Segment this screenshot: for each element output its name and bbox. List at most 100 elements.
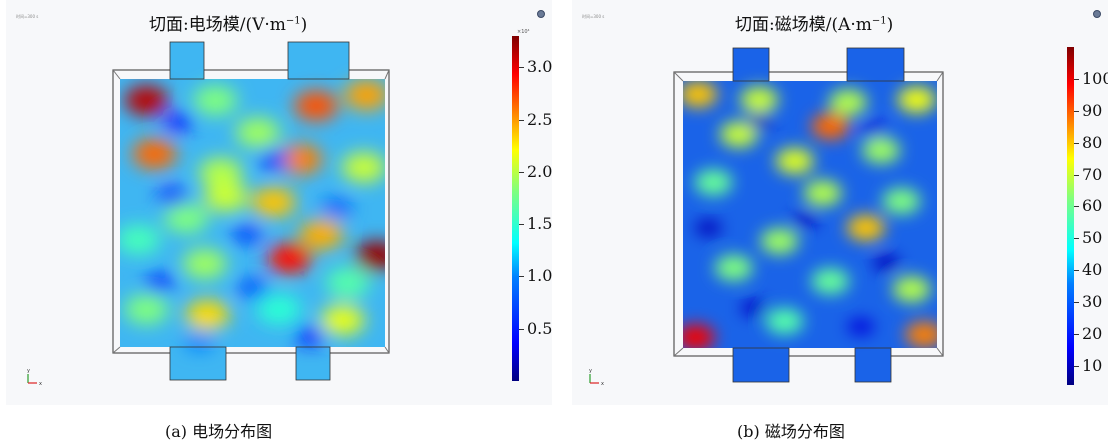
- colorbar-tick-label: 60: [1082, 196, 1102, 215]
- colorbar-tick-label: 2.5: [527, 110, 552, 129]
- colorbar-tick-label: 100: [1082, 69, 1108, 88]
- field-hotspot: [811, 268, 849, 294]
- colorbar-tick-mark: [1074, 366, 1079, 367]
- colorbar-tick-mark: [519, 172, 524, 173]
- field-hotspot: [117, 225, 161, 255]
- axis-triad: yx: [27, 368, 42, 387]
- caption-b: (b) 磁场分布图: [737, 418, 845, 442]
- colorbar: [1067, 47, 1074, 385]
- field-hotspot: [342, 152, 386, 182]
- field-low: [237, 279, 268, 297]
- field-hotspot: [766, 308, 804, 334]
- field-low: [792, 212, 819, 228]
- field-hotspot: [677, 324, 715, 350]
- field-low: [741, 300, 768, 316]
- field-hotspot: [344, 80, 388, 110]
- field-hotspot: [893, 276, 931, 302]
- colorbar-tick-label: 70: [1082, 165, 1102, 184]
- svg-text:y: y: [589, 368, 592, 374]
- colorbar-tick-mark: [1074, 79, 1079, 80]
- colorbar-tick-mark: [519, 67, 524, 68]
- field-low: [322, 199, 353, 217]
- field-hotspot: [125, 294, 169, 324]
- field-low: [144, 274, 175, 292]
- colorbar-tick-label: 40: [1082, 260, 1102, 279]
- colorbar-tick-mark: [1074, 238, 1079, 239]
- field-hotspot: [761, 228, 799, 254]
- colorbar-tick-label: 80: [1082, 133, 1102, 152]
- field-hotspot: [125, 85, 169, 115]
- field-hotspot: [905, 322, 943, 348]
- field-hotspot: [715, 255, 753, 281]
- field-low: [695, 220, 722, 236]
- field-hotspot: [164, 203, 208, 233]
- field-low: [295, 327, 326, 345]
- field-hotspot: [740, 87, 778, 113]
- colorbar-tick-mark: [1074, 334, 1079, 335]
- field-hotspot: [185, 300, 229, 330]
- colorbar-tick-label: 50: [1082, 228, 1102, 247]
- colorbar-tick-mark: [1074, 175, 1079, 176]
- colorbar-tick-mark: [519, 120, 524, 121]
- field-hotspot: [847, 215, 885, 241]
- colorbar-tick-label: 30: [1082, 292, 1102, 311]
- field-hotspot: [882, 188, 920, 214]
- field-low: [184, 333, 215, 351]
- field-slice: [663, 41, 957, 388]
- colorbar-tick-mark: [1074, 302, 1079, 303]
- colorbar: [512, 36, 519, 381]
- field-low: [873, 255, 900, 271]
- field-hotspot: [299, 219, 343, 249]
- colorbar-tick-label: 90: [1082, 101, 1102, 120]
- colorbar-tick-label: 2.0: [527, 162, 552, 181]
- field-low: [163, 113, 194, 131]
- field-low: [860, 121, 887, 137]
- field-hotspot: [694, 169, 732, 195]
- colorbar-exponent: ×10⁴: [517, 29, 530, 35]
- heatmap-plot: yx: [572, 0, 1108, 405]
- colorbar-tick-label: 10: [1082, 356, 1102, 375]
- field-hotspot: [776, 148, 814, 174]
- colorbar-tick-label: 1.0: [527, 266, 552, 285]
- field-slice: [100, 39, 405, 387]
- field-low: [746, 113, 773, 129]
- svg-text:x: x: [601, 381, 604, 387]
- field-hotspot: [257, 294, 301, 324]
- colorbar-tick-mark: [519, 276, 524, 277]
- svg-text:x: x: [39, 381, 42, 387]
- field-low: [158, 188, 189, 206]
- colorbar-tick-mark: [1074, 143, 1079, 144]
- field-hotspot: [183, 249, 227, 279]
- field-low: [258, 150, 289, 168]
- field-hotspot: [811, 113, 849, 139]
- colorbar-tick-label: 3.0: [527, 57, 552, 76]
- axis-triad: yx: [589, 368, 604, 387]
- colorbar-tick-label: 1.5: [527, 214, 552, 233]
- colorbar-tick-label: 20: [1082, 324, 1102, 343]
- field-hotspot: [679, 81, 717, 107]
- field-hotspot: [321, 305, 365, 335]
- field-hotspot: [326, 268, 370, 298]
- caption-a: (a) 电场分布图: [165, 418, 272, 442]
- colorbar-tick-mark: [1074, 206, 1079, 207]
- colorbar-tick-mark: [1074, 270, 1079, 271]
- field-low: [848, 319, 875, 335]
- field-hotspot: [898, 87, 936, 113]
- colorbar-tick-label: 0.5: [527, 319, 552, 338]
- colorbar-tick-mark: [519, 329, 524, 330]
- field-hotspot: [252, 187, 296, 217]
- colorbar-tick-mark: [1074, 111, 1079, 112]
- svg-text:y: y: [27, 368, 30, 374]
- field-hotspot: [829, 89, 867, 115]
- field-hotspot: [268, 244, 312, 274]
- field-hotspot: [193, 85, 237, 115]
- field-hotspot: [804, 180, 842, 206]
- field-hotspot: [355, 241, 399, 271]
- heatmap-plot: yx: [6, 0, 552, 405]
- colorbar-tick-mark: [519, 224, 524, 225]
- field-low: [232, 225, 263, 243]
- field-hotspot: [862, 137, 900, 163]
- field-hotspot: [132, 139, 176, 169]
